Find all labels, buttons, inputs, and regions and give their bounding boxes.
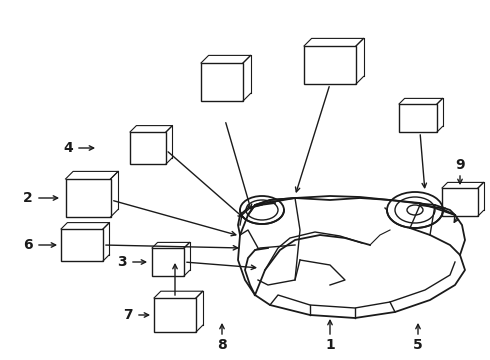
Bar (130, 132, 166, 164)
Text: 7: 7 (123, 308, 133, 322)
Bar (442, 188, 478, 216)
Text: 1: 1 (325, 338, 335, 352)
Bar (304, 46, 356, 84)
Bar (154, 298, 196, 332)
Text: 8: 8 (217, 338, 227, 352)
Bar (61, 229, 103, 261)
Text: 2: 2 (23, 191, 33, 205)
Bar (399, 104, 437, 132)
Text: 3: 3 (117, 255, 127, 269)
Text: 6: 6 (23, 238, 33, 252)
Bar (201, 63, 243, 101)
Bar (66, 179, 111, 217)
Bar (152, 248, 184, 276)
Text: 9: 9 (455, 158, 465, 172)
Text: 5: 5 (413, 338, 423, 352)
Text: 4: 4 (63, 141, 73, 155)
